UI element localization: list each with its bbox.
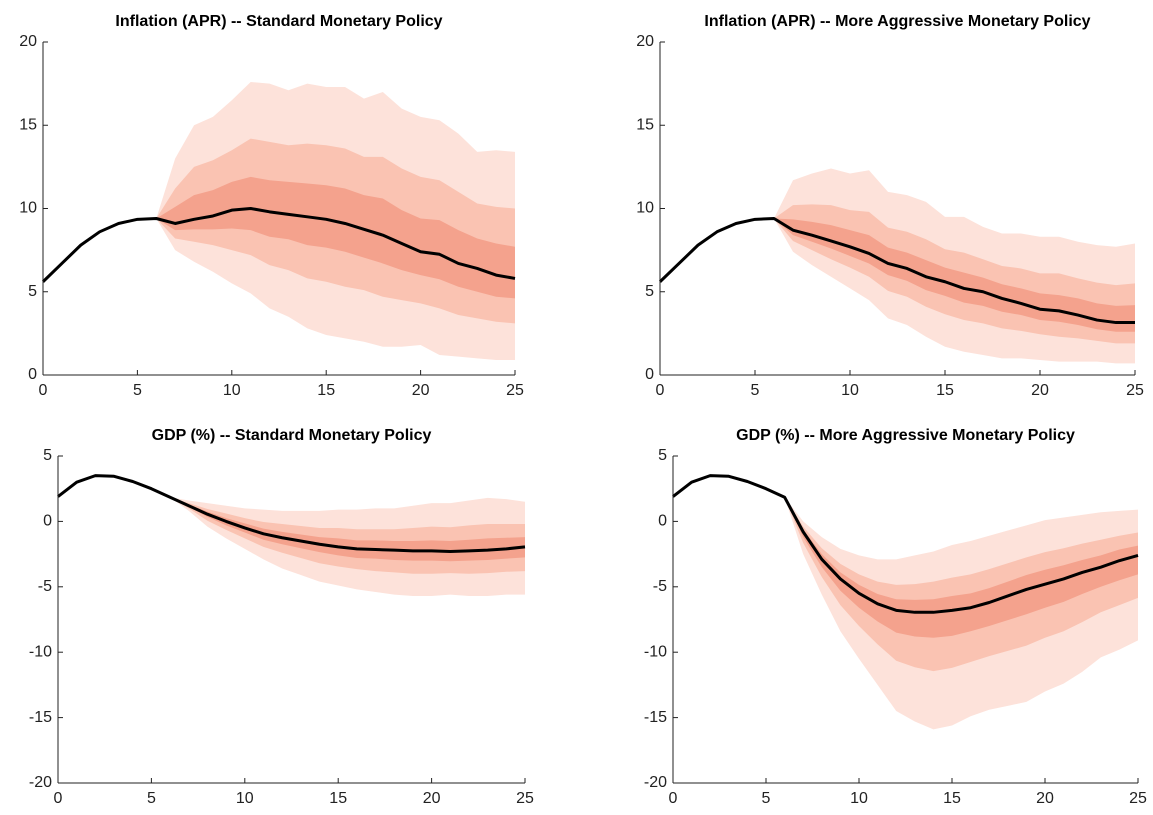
x-tick-label: 5 — [762, 790, 771, 807]
x-tick-label: 20 — [412, 382, 430, 399]
x-tick-label: 25 — [516, 790, 534, 807]
panel: 0 5 10 15 20 25 0 5 10 15 20 Inflation (APR) -- Mor… — [636, 13, 1144, 399]
x-tick-label: 5 — [133, 382, 142, 399]
y-tick-label: 5 — [43, 447, 52, 464]
median-line — [658, 216, 1135, 325]
x-tick-label: 15 — [936, 382, 954, 399]
x-tick-label: 15 — [317, 382, 335, 399]
x-tick-label: 20 — [423, 790, 441, 807]
y-tick-label: 20 — [19, 33, 37, 50]
x-tick-label: 0 — [54, 790, 63, 807]
fan-band — [156, 176, 515, 299]
x-tick-label: 0 — [669, 790, 678, 807]
x-tick-label: 0 — [39, 382, 48, 399]
y-tick-label: 10 — [19, 200, 37, 217]
y-tick-label: 5 — [658, 447, 667, 464]
y-tick-label: -5 — [38, 578, 52, 595]
median-line — [672, 474, 1139, 614]
x-tick-label: 15 — [329, 790, 347, 807]
y-tick-label: -20 — [29, 774, 52, 791]
y-tick-label: 15 — [636, 116, 654, 133]
panel: 0 5 10 15 20 25 -20 -15 -10 -5 0 5 GDP (%) -- Standa… — [29, 427, 534, 807]
x-tick-label: 0 — [656, 382, 665, 399]
y-tick-label: 0 — [645, 366, 654, 383]
y-tick-label: 0 — [658, 513, 667, 530]
chart-title: GDP (%) -- More Aggressive Monetary Poli… — [736, 427, 1075, 444]
x-tick-label: 20 — [1036, 790, 1054, 807]
x-tick-label: 25 — [1126, 382, 1144, 399]
y-tick-label: -15 — [29, 709, 52, 726]
y-tick-label: -15 — [644, 709, 667, 726]
x-tick-label: 10 — [236, 790, 254, 807]
y-tick-label: -10 — [29, 643, 52, 660]
y-tick-label: 5 — [28, 283, 37, 300]
x-tick-label: 10 — [223, 382, 241, 399]
chart-title: GDP (%) -- Standard Monetary Policy — [152, 427, 432, 444]
x-tick-label: 25 — [1129, 790, 1147, 807]
x-tick-label: 25 — [506, 382, 524, 399]
fan-band — [170, 497, 525, 562]
x-tick-label: 10 — [841, 382, 859, 399]
y-tick-label: 20 — [636, 33, 654, 50]
y-tick-label: -5 — [653, 578, 667, 595]
median-line — [41, 207, 516, 283]
x-tick-label: 5 — [751, 382, 760, 399]
y-tick-label: 0 — [43, 513, 52, 530]
median-line — [57, 474, 526, 553]
y-tick-label: -10 — [644, 643, 667, 660]
fan-band — [774, 218, 1135, 332]
y-tick-label: 0 — [28, 366, 37, 383]
y-tick-label: 5 — [645, 283, 654, 300]
x-tick-label: 10 — [850, 790, 868, 807]
panel: 0 5 10 15 20 25 0 5 10 15 20 Inflation (APR) -- Sta… — [19, 13, 524, 399]
x-tick-label: 20 — [1031, 382, 1049, 399]
y-tick-label: 10 — [636, 200, 654, 217]
chart-title: Inflation (APR) -- Standard Monetary Pol… — [115, 13, 442, 30]
x-tick-label: 15 — [943, 790, 961, 807]
y-tick-label: -20 — [644, 774, 667, 791]
fan-band — [784, 497, 1138, 672]
panel: 0 5 10 15 20 25 -20 -15 -10 -5 0 5 GDP (%) -- More A… — [644, 427, 1147, 807]
x-tick-label: 5 — [147, 790, 156, 807]
y-tick-label: 15 — [19, 116, 37, 133]
chart-title: Inflation (APR) -- More Aggressive Monet… — [704, 13, 1090, 30]
